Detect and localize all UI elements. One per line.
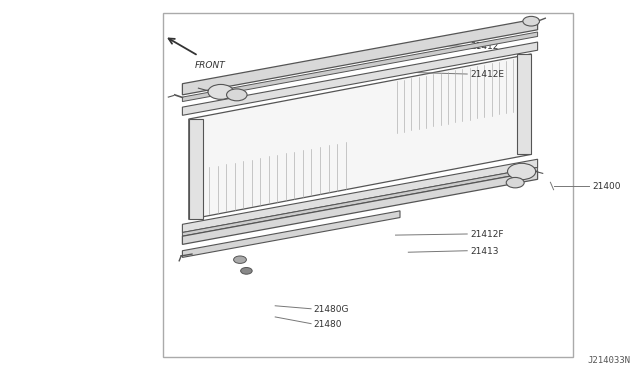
Polygon shape (182, 211, 400, 257)
Circle shape (508, 163, 536, 180)
Polygon shape (182, 167, 538, 236)
Text: J214033N: J214033N (588, 356, 630, 365)
Polygon shape (189, 54, 531, 219)
Polygon shape (182, 42, 538, 115)
Text: 21413: 21413 (470, 247, 499, 256)
Text: 21480: 21480 (314, 320, 342, 329)
Text: 21480G: 21480G (314, 305, 349, 314)
Bar (163, 13, 573, 357)
Polygon shape (182, 32, 538, 102)
Polygon shape (182, 171, 538, 244)
Text: 21412E: 21412E (470, 70, 504, 79)
Circle shape (208, 84, 234, 99)
Circle shape (234, 256, 246, 263)
Circle shape (227, 89, 247, 101)
Polygon shape (182, 19, 538, 95)
Text: 21412F: 21412F (470, 230, 504, 239)
Text: FRONT: FRONT (195, 61, 226, 70)
Polygon shape (182, 159, 538, 232)
Circle shape (523, 16, 540, 26)
Text: 21412: 21412 (470, 42, 499, 51)
Circle shape (506, 177, 524, 188)
Polygon shape (517, 54, 531, 154)
Circle shape (241, 267, 252, 274)
Text: 21400: 21400 (592, 182, 621, 190)
Polygon shape (189, 119, 203, 219)
